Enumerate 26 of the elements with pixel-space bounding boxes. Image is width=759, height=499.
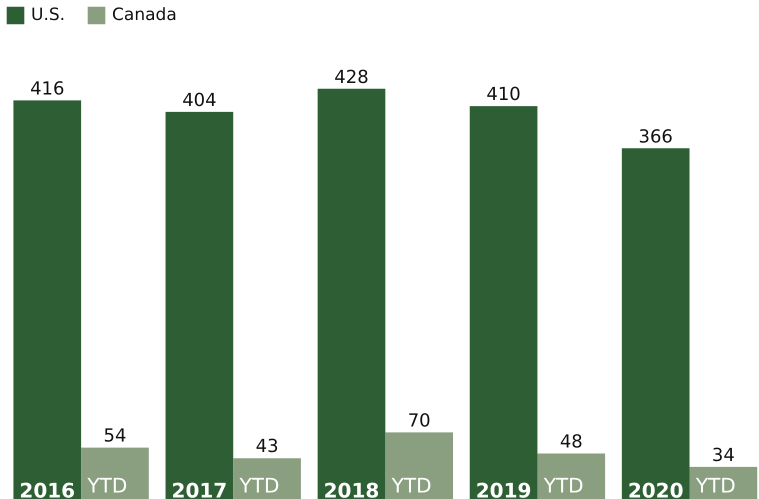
data-label: 404 <box>182 90 217 111</box>
legend-label: Canada <box>112 5 177 25</box>
x-tick-label: 2020 YTD <box>628 474 736 499</box>
x-tick-label: 2016 YTD <box>19 474 128 499</box>
data-label: 54 <box>104 426 126 447</box>
legend-label: U.S. <box>31 5 66 25</box>
bar <box>166 112 234 499</box>
data-label: 428 <box>334 66 369 88</box>
data-label: 410 <box>486 84 521 106</box>
data-label: 48 <box>560 431 583 452</box>
bar <box>385 432 454 499</box>
data-label: 366 <box>638 126 673 148</box>
bar <box>537 453 606 499</box>
bar <box>13 100 82 499</box>
x-tick-label: 2018 YTD <box>324 474 432 499</box>
bar <box>470 106 538 499</box>
data-label: 416 <box>30 78 64 100</box>
data-label: 34 <box>712 444 735 466</box>
bar <box>318 88 386 499</box>
bar <box>81 448 149 499</box>
data-label: 70 <box>408 410 431 432</box>
x-tick-label: 2017 YTD <box>172 474 280 499</box>
bar <box>622 148 690 499</box>
x-tick-label: 2019 YTD <box>476 474 584 499</box>
data-label: 43 <box>256 436 279 458</box>
bar <box>233 458 301 499</box>
